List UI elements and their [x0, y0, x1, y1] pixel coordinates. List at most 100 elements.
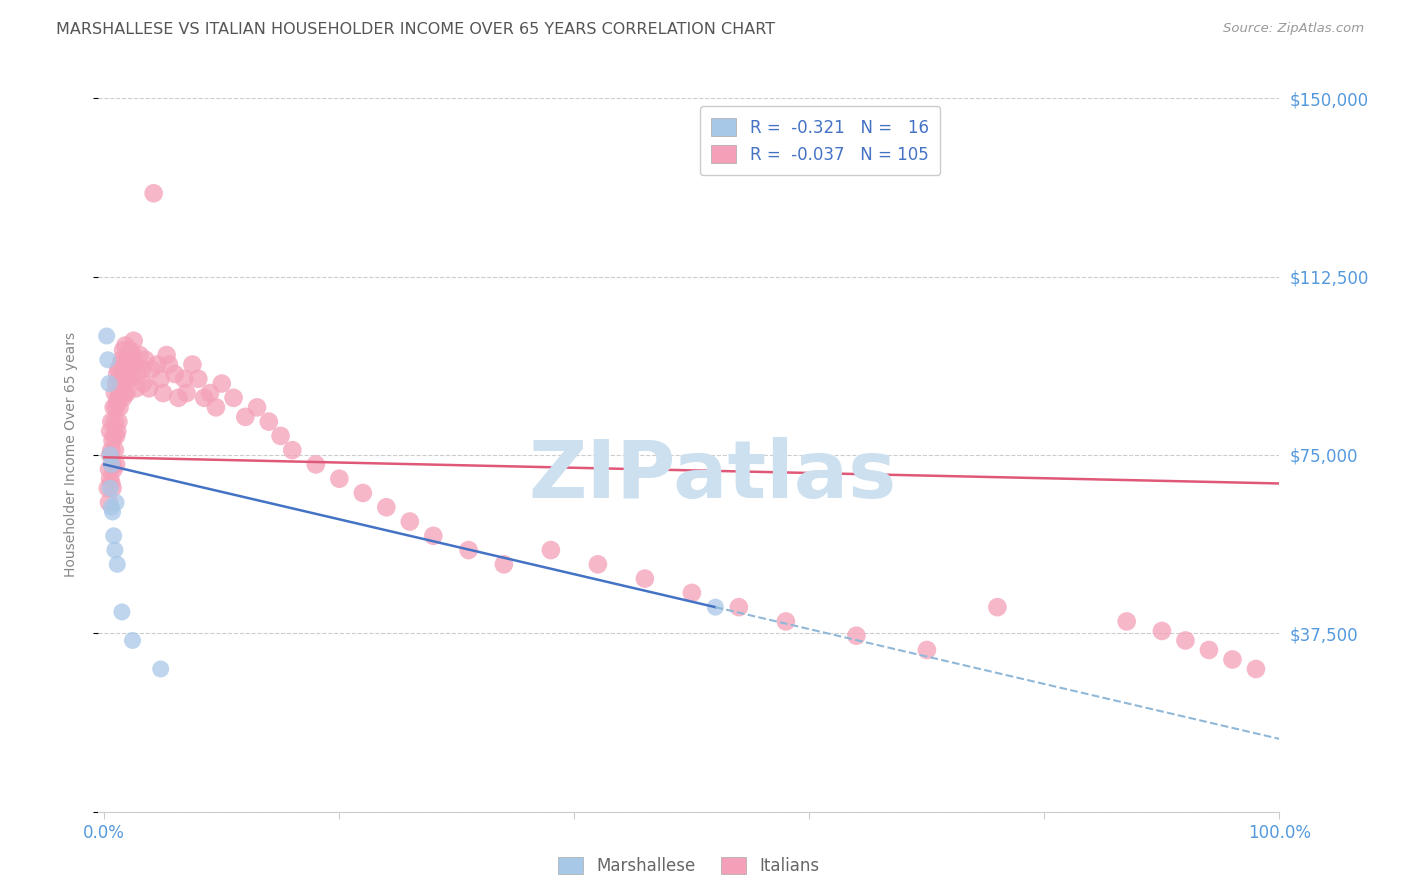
Point: [422, 529, 444, 543]
Point: [98, 448, 121, 462]
Point: [141, 362, 163, 376]
Point: [105, 495, 128, 509]
Point: [328, 472, 350, 486]
Point: [352, 486, 374, 500]
Point: [103, 401, 125, 415]
Point: [187, 372, 209, 386]
Point: [98, 424, 121, 438]
Point: [193, 391, 215, 405]
Point: [155, 348, 177, 362]
Point: [305, 458, 328, 472]
Point: [124, 358, 146, 372]
Point: [198, 386, 221, 401]
Point: [704, 600, 727, 615]
Point: [205, 401, 228, 415]
Point: [246, 401, 269, 415]
Point: [134, 352, 156, 367]
Point: [112, 391, 135, 405]
Point: [112, 362, 135, 376]
Point: [104, 543, 127, 558]
Point: [728, 600, 751, 615]
Point: [104, 386, 127, 401]
Point: [114, 372, 136, 386]
Point: [105, 429, 128, 443]
Point: [1198, 643, 1220, 657]
Point: [152, 386, 174, 401]
Point: [125, 381, 148, 395]
Point: [104, 415, 127, 429]
Point: [107, 415, 129, 429]
Point: [100, 476, 122, 491]
Point: [167, 391, 190, 405]
Point: [100, 443, 122, 458]
Point: [681, 586, 703, 600]
Point: [1150, 624, 1173, 638]
Point: [176, 386, 198, 401]
Point: [101, 458, 124, 472]
Point: [149, 372, 172, 386]
Point: [114, 338, 136, 352]
Point: [157, 358, 180, 372]
Point: [986, 600, 1008, 615]
Point: [1115, 615, 1137, 629]
Point: [105, 395, 128, 409]
Point: [98, 495, 121, 509]
Point: [121, 348, 143, 362]
Point: [111, 376, 134, 391]
Point: [111, 352, 134, 367]
Point: [112, 367, 135, 381]
Point: [111, 605, 134, 619]
Point: [457, 543, 479, 558]
Point: [586, 558, 609, 572]
Point: [98, 462, 121, 476]
Point: [257, 415, 280, 429]
Point: [108, 401, 131, 415]
Point: [98, 472, 121, 486]
Point: [222, 391, 245, 405]
Point: [108, 372, 131, 386]
Point: [105, 558, 128, 572]
Point: [775, 615, 797, 629]
Point: [97, 352, 120, 367]
Point: [107, 362, 129, 376]
Point: [120, 372, 142, 386]
Point: [270, 429, 292, 443]
Point: [96, 329, 118, 343]
Point: [100, 500, 122, 515]
Point: [1244, 662, 1267, 676]
Text: Source: ZipAtlas.com: Source: ZipAtlas.com: [1223, 22, 1364, 36]
Point: [104, 443, 127, 458]
Point: [105, 424, 128, 438]
Point: [112, 343, 135, 358]
Point: [101, 434, 124, 448]
Point: [107, 391, 129, 405]
Point: [101, 505, 124, 519]
Point: [281, 443, 304, 458]
Point: [173, 372, 195, 386]
Point: [149, 662, 172, 676]
Point: [110, 358, 132, 372]
Point: [118, 352, 141, 367]
Point: [103, 429, 125, 443]
Point: [105, 376, 128, 391]
Point: [115, 358, 138, 372]
Point: [398, 515, 420, 529]
Point: [146, 358, 169, 372]
Point: [845, 629, 868, 643]
Point: [110, 381, 132, 395]
Point: [915, 643, 938, 657]
Point: [103, 462, 125, 476]
Point: [128, 348, 150, 362]
Point: [540, 543, 562, 558]
Legend: Marshallese, Italians: Marshallese, Italians: [551, 850, 827, 882]
Point: [98, 376, 121, 391]
Y-axis label: Householder Income Over 65 years: Householder Income Over 65 years: [63, 333, 77, 577]
Point: [98, 481, 121, 495]
Point: [112, 386, 135, 401]
Point: [1174, 633, 1197, 648]
Point: [117, 348, 139, 362]
Point: [108, 386, 131, 401]
Point: [100, 415, 122, 429]
Point: [132, 376, 155, 391]
Point: [100, 458, 122, 472]
